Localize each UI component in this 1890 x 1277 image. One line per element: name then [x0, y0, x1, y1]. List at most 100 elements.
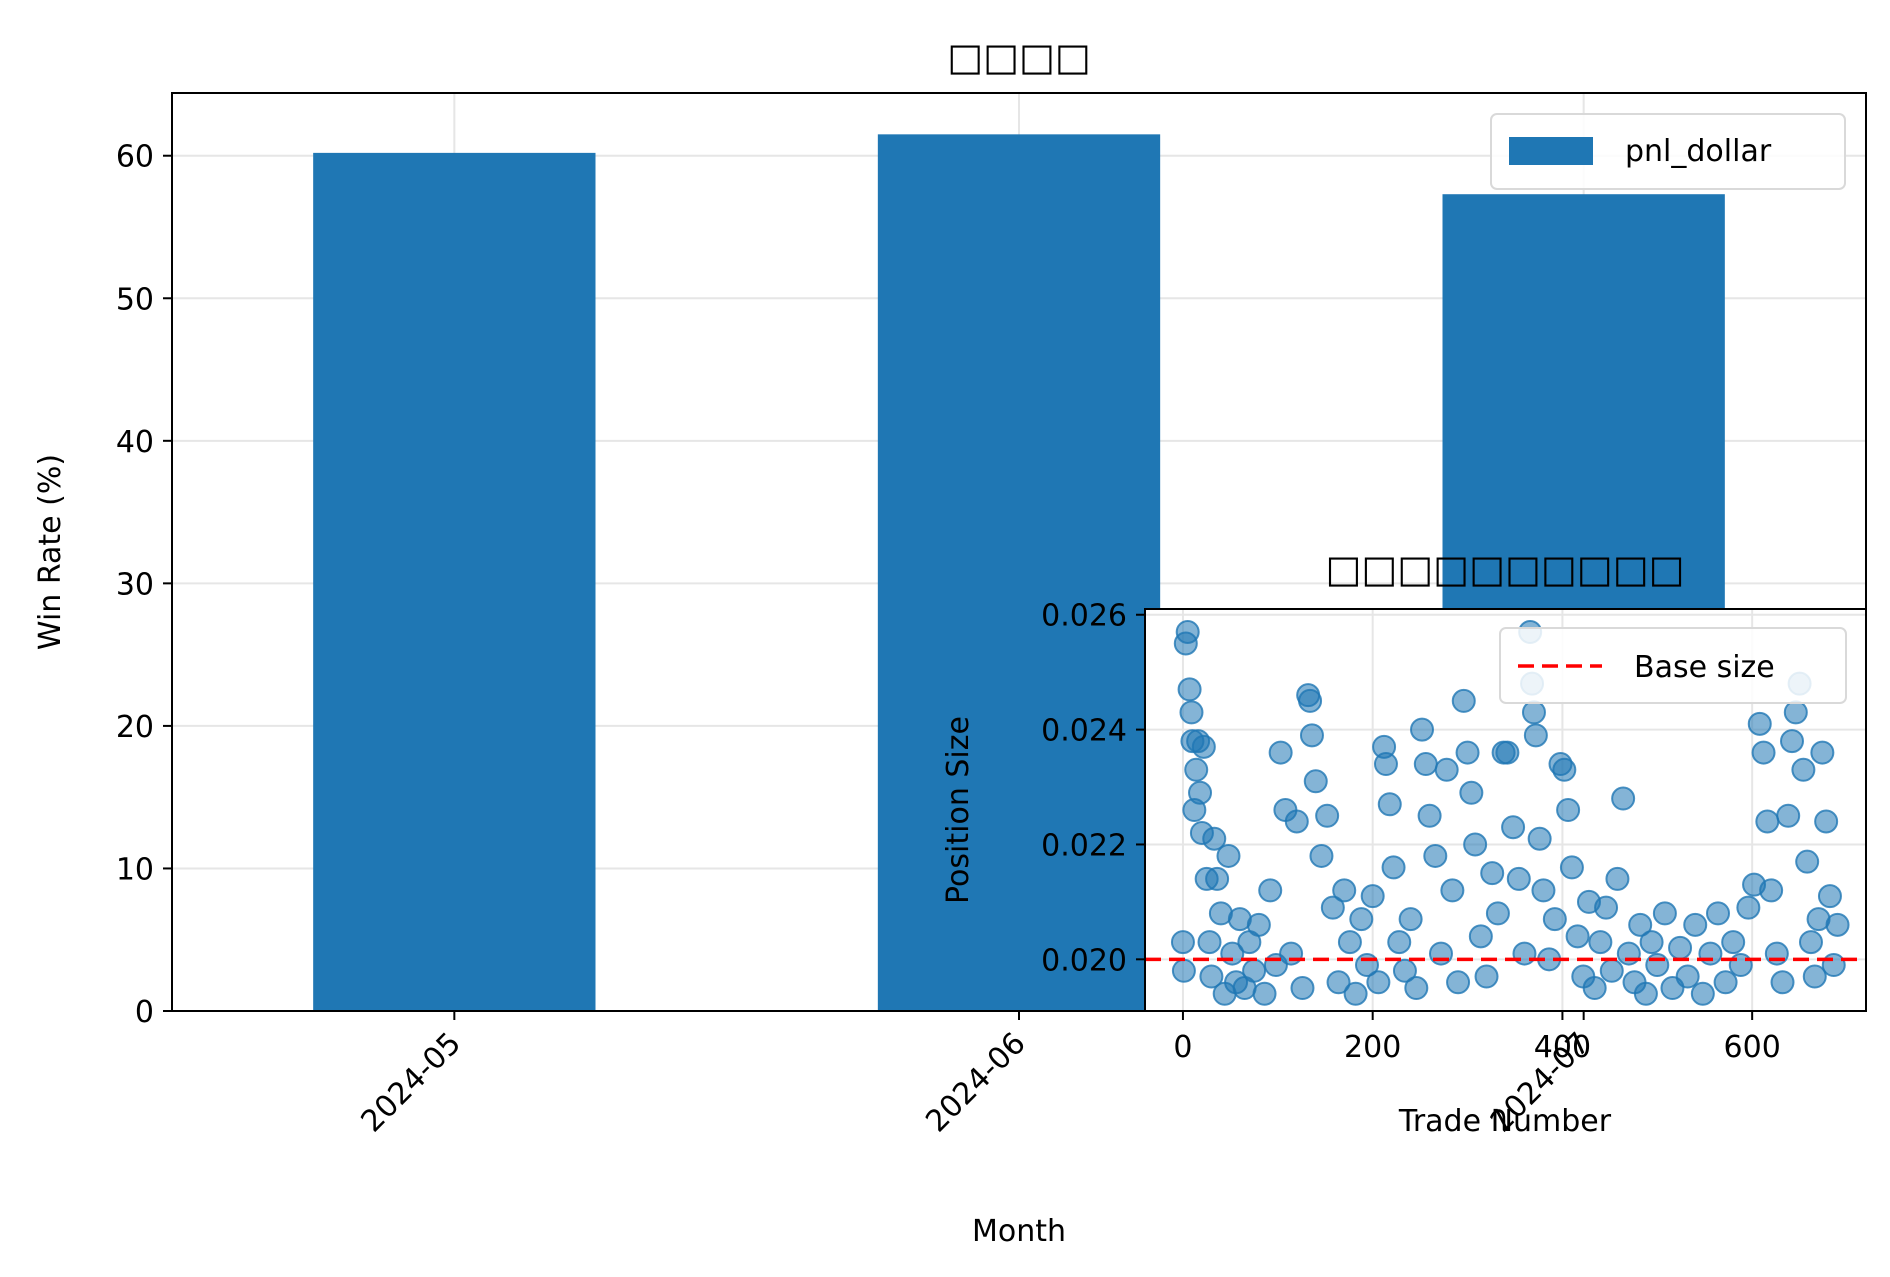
- scatter-point: [1783, 700, 1808, 725]
- scatter-point: [1791, 757, 1816, 782]
- scatter-point: [1417, 803, 1442, 828]
- main-legend-swatch: [1509, 137, 1593, 165]
- scatter-point: [1463, 832, 1488, 857]
- scatter-point: [1455, 740, 1480, 765]
- inset-y-tick-label: 0.022: [1041, 828, 1127, 863]
- scatter-point: [1366, 970, 1391, 995]
- scatter-point: [1776, 803, 1801, 828]
- main-y-tick-label: 20: [116, 710, 154, 745]
- inset-x-tick-label: 400: [1534, 1030, 1591, 1065]
- inset-legend-label: Base size: [1634, 650, 1775, 685]
- scatter-point: [1252, 981, 1277, 1006]
- scatter-point: [1506, 866, 1531, 891]
- scatter-point: [1188, 780, 1213, 805]
- scatter-point: [1698, 941, 1723, 966]
- scatter-point: [1512, 941, 1537, 966]
- scatter-point: [1332, 878, 1357, 903]
- inset-y-tick-label: 0.020: [1041, 943, 1127, 978]
- scatter-point: [1736, 895, 1761, 920]
- scatter-point: [1810, 740, 1835, 765]
- main-y-tick-label: 0: [135, 995, 154, 1030]
- scatter-point: [1179, 700, 1204, 725]
- scatter-point: [1205, 866, 1230, 891]
- inset-y-tick-label: 0.026: [1041, 599, 1127, 634]
- scatter-point: [1747, 711, 1772, 736]
- scatter-point: [1599, 958, 1624, 983]
- inset-points: [1170, 619, 1850, 1006]
- scatter-point: [1501, 815, 1526, 840]
- inset-axes-frame: [1144, 608, 1867, 1012]
- scatter-point: [1542, 907, 1567, 932]
- inset-x-tick-label: 200: [1344, 1030, 1401, 1065]
- inset-y-axis-label: Position Size: [941, 716, 976, 904]
- scatter-point: [1605, 866, 1630, 891]
- scatter-point: [1559, 855, 1584, 880]
- scatter-point: [1817, 884, 1842, 909]
- scatter-point: [1485, 901, 1510, 926]
- scatter-point: [1814, 809, 1839, 834]
- scatter-point: [1303, 769, 1328, 794]
- scatter-point: [1451, 688, 1476, 713]
- scatter-point: [1713, 970, 1738, 995]
- scatter-point: [1423, 843, 1448, 868]
- scatter-point: [1474, 964, 1499, 989]
- scatter-point: [1825, 912, 1850, 937]
- scatter-point: [1795, 849, 1820, 874]
- scatter-point: [1652, 901, 1677, 926]
- main-y-tick-label: 40: [116, 425, 154, 460]
- scatter-point: [1802, 964, 1827, 989]
- scatter-point: [1690, 981, 1715, 1006]
- scatter-point: [1759, 878, 1784, 903]
- scatter-point: [1798, 930, 1823, 955]
- scatter-point: [1755, 809, 1780, 834]
- scatter-point: [1468, 924, 1493, 949]
- scatter-point: [1446, 970, 1471, 995]
- scatter-point: [1242, 958, 1267, 983]
- scatter-point: [1349, 907, 1374, 932]
- main-legend-box: [1490, 113, 1846, 190]
- scatter-point: [1582, 976, 1607, 1001]
- scatter-point: [1751, 740, 1776, 765]
- scatter-point: [1315, 803, 1340, 828]
- scatter-point: [1594, 895, 1619, 920]
- scatter-point: [1531, 878, 1556, 903]
- scatter-point: [1392, 958, 1417, 983]
- scatter-point: [1527, 826, 1552, 851]
- inset-chart-title: □□□□□□□□□□: [1325, 547, 1684, 591]
- scatter-point: [1616, 941, 1641, 966]
- scatter-point: [1309, 843, 1334, 868]
- scatter-point: [1175, 619, 1200, 644]
- scatter-point: [1480, 861, 1505, 886]
- inset-x-tick-label: 0: [1173, 1030, 1192, 1065]
- scatter-point: [1184, 757, 1209, 782]
- scatter-point: [1216, 843, 1241, 868]
- scatter-point: [1428, 941, 1453, 966]
- scatter-point: [1645, 953, 1670, 978]
- scatter-point: [1821, 953, 1846, 978]
- main-legend-label: pnl_dollar: [1625, 134, 1772, 169]
- scatter-point: [1258, 878, 1283, 903]
- scatter-point: [1387, 930, 1412, 955]
- main-chart-title: □□□□: [947, 35, 1091, 79]
- scatter-point: [1764, 941, 1789, 966]
- scatter-point: [1337, 930, 1362, 955]
- scatter-point: [1728, 953, 1753, 978]
- scatter-point: [1268, 740, 1293, 765]
- scatter-point: [1360, 884, 1385, 909]
- scatter-point: [1381, 855, 1406, 880]
- inset-legend-box: [1499, 627, 1847, 704]
- scatter-point: [1290, 976, 1315, 1001]
- inset-x-tick-label: 600: [1724, 1030, 1781, 1065]
- scatter-point: [1780, 729, 1805, 754]
- bar-2024-06: [877, 134, 1161, 1012]
- scatter-point: [1202, 826, 1227, 851]
- scatter-point: [1668, 935, 1693, 960]
- main-y-ticks: 0 10 20 30 40 50 60: [116, 140, 172, 1030]
- scatter-point: [1521, 700, 1546, 725]
- scatter-point: [1565, 924, 1590, 949]
- main-x-axis-label: Month: [972, 1214, 1066, 1249]
- scatter-point: [1633, 981, 1658, 1006]
- scatter-point: [1298, 688, 1323, 713]
- scatter-point: [1675, 964, 1700, 989]
- scatter-point: [1299, 723, 1324, 748]
